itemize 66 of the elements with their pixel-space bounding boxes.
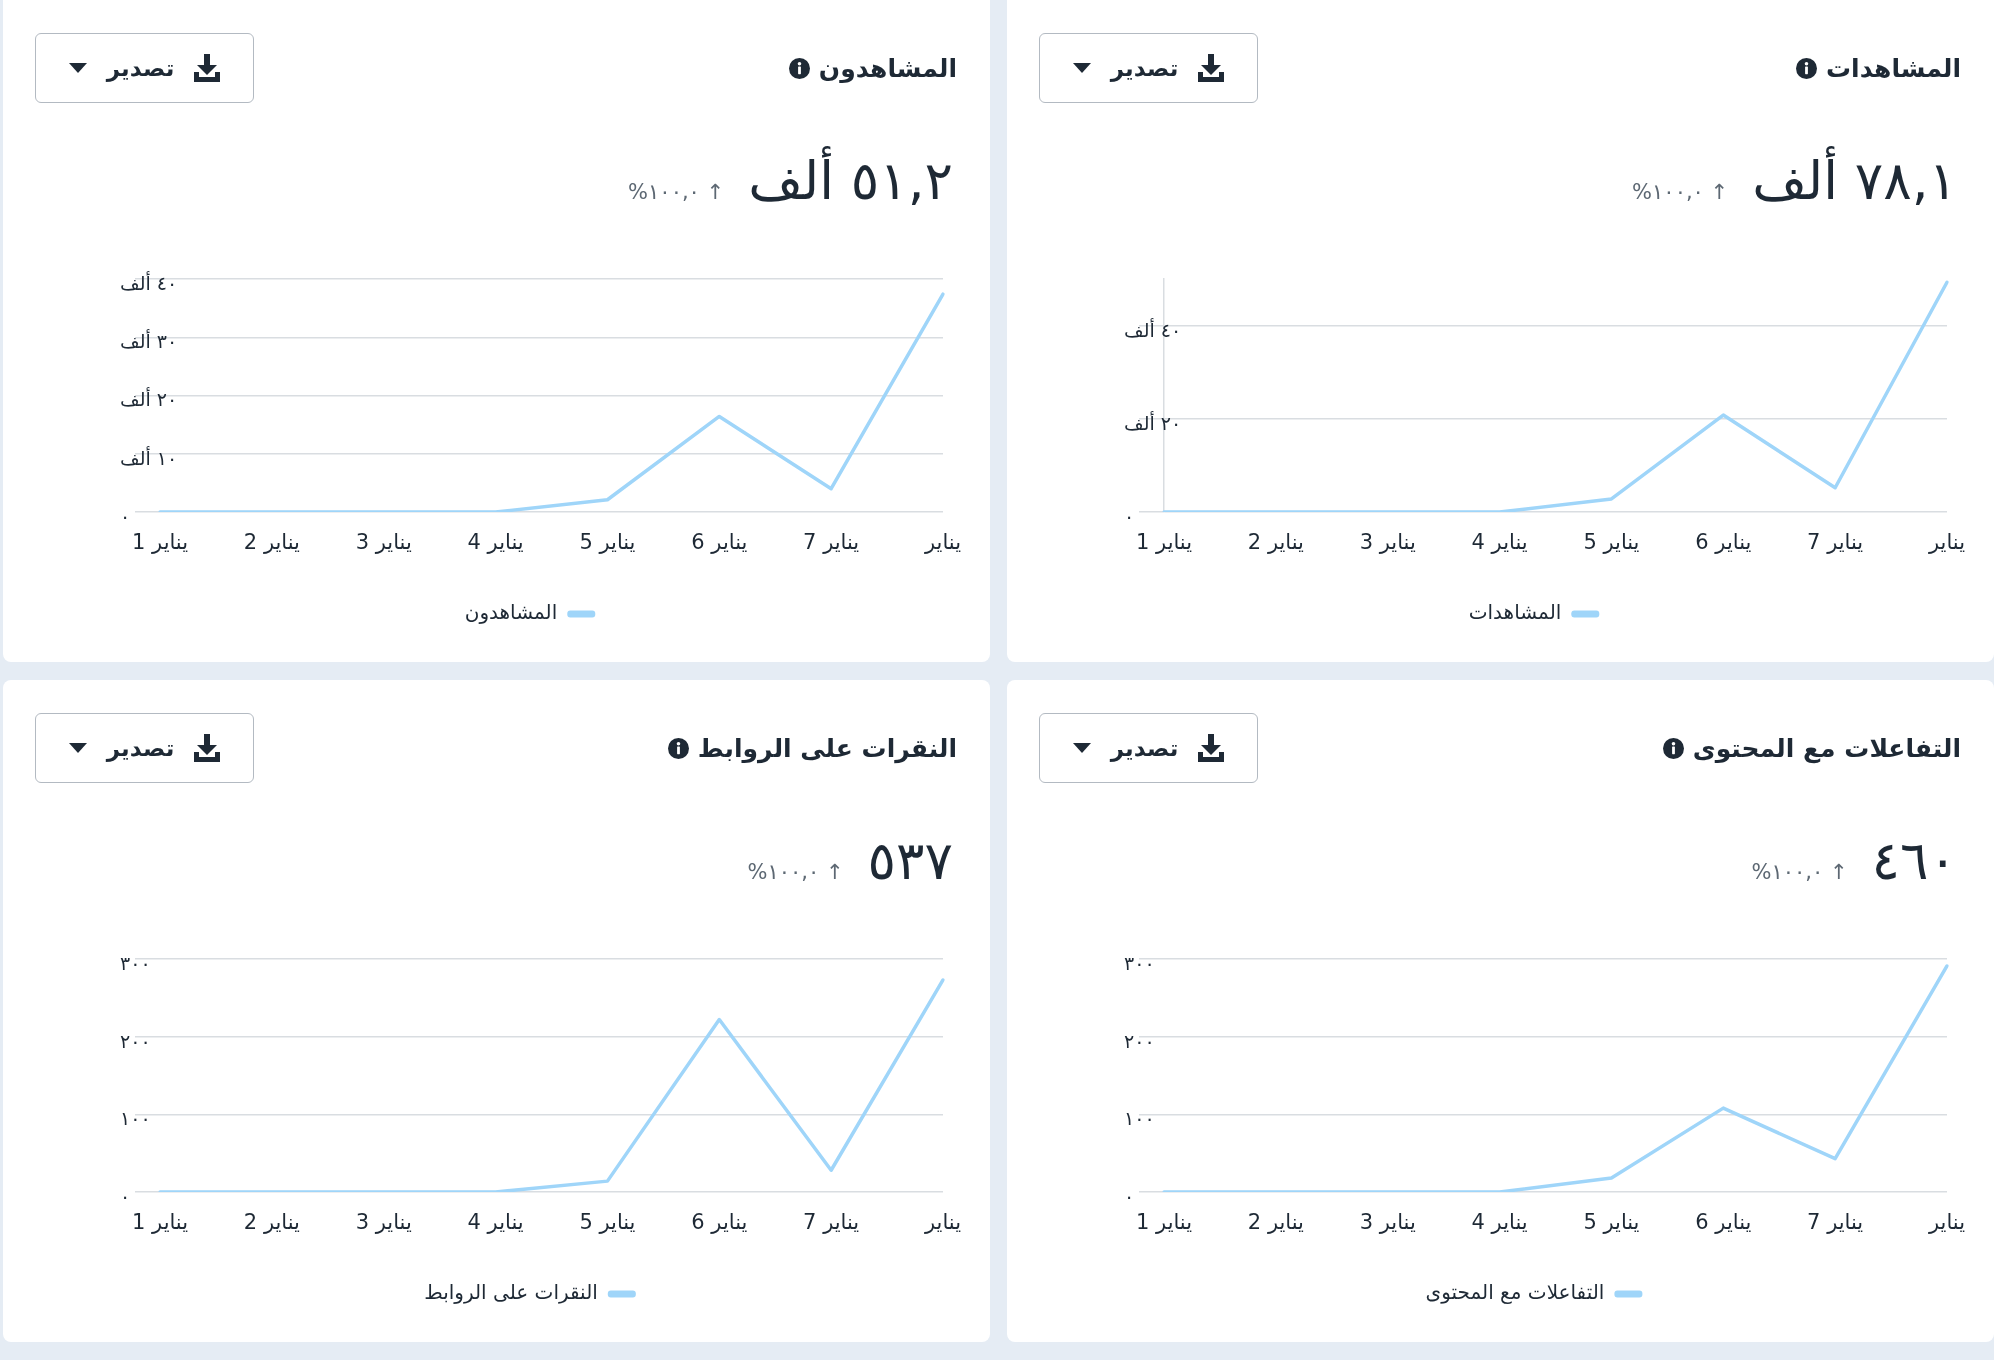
x-tick-label: 3 يناير bbox=[355, 1210, 412, 1235]
text: ↑ ١٠٠,٠% bbox=[1632, 180, 1729, 204]
x-tick-label: 6 يناير bbox=[1695, 1210, 1752, 1235]
y-tick-label: ٢٠٠ bbox=[120, 1029, 151, 1052]
x-tick-label: 1 يناير bbox=[131, 1210, 189, 1235]
x-tick-label: 4 يناير bbox=[467, 1210, 524, 1235]
x-tick-label: 5 يناير bbox=[579, 530, 636, 555]
x-tick-label: 7 يناير bbox=[803, 530, 860, 555]
x-tick-label: 2 يناير bbox=[243, 1210, 301, 1235]
y-tick-label: ٠ bbox=[120, 1184, 131, 1207]
x-tick-label: 4 يناير bbox=[1471, 530, 1528, 555]
legend-label: النقرات على الروابط bbox=[424, 1280, 598, 1305]
y-tick-label: ١٠٠ bbox=[1124, 1107, 1155, 1130]
y-tick-label: ٣٠ ألف bbox=[120, 329, 178, 353]
x-tick-label: يناير bbox=[1927, 530, 1966, 555]
y-tick-label: ١٠ ألف bbox=[120, 445, 178, 469]
chart-subtitle: ٤٦٠ bbox=[1871, 830, 1957, 891]
x-tick-label: 7 يناير bbox=[1807, 1210, 1864, 1235]
x-tick-label: 1 يناير bbox=[131, 530, 189, 555]
x-tick-label: 5 يناير bbox=[579, 1210, 636, 1235]
y-tick-label: ٣٠٠ bbox=[1124, 951, 1155, 974]
chart-title: المشاهدات bbox=[1825, 54, 1961, 83]
y-tick-label: ٠ bbox=[120, 504, 131, 527]
text: ↑ ١٠٠,٠% bbox=[747, 860, 844, 884]
dropdown-button: تصدير bbox=[1039, 33, 1258, 103]
x-tick-label: يناير bbox=[923, 530, 962, 555]
y-tick-label: ٢٠ ألف bbox=[1124, 410, 1182, 434]
x-tick-label: 4 يناير bbox=[467, 530, 524, 555]
dropdown-button: تصدير bbox=[1039, 713, 1258, 783]
dropdown-button: تصدير bbox=[35, 33, 254, 103]
x-tick-label: 3 يناير bbox=[1359, 1210, 1416, 1235]
y-tick-label: ٠ bbox=[1124, 504, 1135, 527]
text: ↑ ١٠٠,٠% bbox=[1751, 860, 1848, 884]
legend-label: المشاهدات bbox=[1468, 600, 1562, 625]
x-tick-label: 6 يناير bbox=[691, 1210, 748, 1235]
chart-title: المشاهدون bbox=[818, 54, 957, 83]
x-tick-label: 7 يناير bbox=[803, 1210, 860, 1235]
y-tick-label: ٤٠ ألف bbox=[120, 270, 178, 294]
y-tick-label: ١٠٠ bbox=[120, 1107, 151, 1130]
text: ↑ ١٠٠,٠% bbox=[628, 180, 725, 204]
x-tick-label: 3 يناير bbox=[1359, 530, 1416, 555]
y-tick-label: ٠ bbox=[1124, 1184, 1135, 1207]
x-tick-label: 5 يناير bbox=[1583, 530, 1640, 555]
dropdown-button: تصدير bbox=[35, 713, 254, 783]
x-tick-label: 6 يناير bbox=[1695, 530, 1752, 555]
legend-label: المشاهدون bbox=[464, 600, 558, 625]
chart-subtitle: ٥٣٧ bbox=[867, 830, 953, 891]
y-tick-label: ٢٠٠ bbox=[1124, 1029, 1155, 1052]
x-tick-label: يناير bbox=[1927, 1210, 1966, 1235]
x-tick-label: 1 يناير bbox=[1135, 530, 1193, 555]
x-tick-label: 7 يناير bbox=[1807, 530, 1864, 555]
x-tick-label: 3 يناير bbox=[355, 530, 412, 555]
x-tick-label: 5 يناير bbox=[1583, 1210, 1640, 1235]
y-tick-label: ٣٠٠ bbox=[120, 951, 151, 974]
legend-label: التفاعلات مع المحتوى bbox=[1425, 1280, 1605, 1305]
x-tick-label: 4 يناير bbox=[1471, 1210, 1528, 1235]
chart-title: التفاعلات مع المحتوى bbox=[1692, 734, 1961, 763]
x-tick-label: 2 يناير bbox=[1247, 1210, 1305, 1235]
y-tick-label: ٢٠ ألف bbox=[120, 387, 178, 411]
x-tick-label: يناير bbox=[923, 1210, 962, 1235]
y-tick-label: ٤٠ ألف bbox=[1124, 317, 1182, 341]
chart-title: النقرات على الروابط bbox=[697, 734, 957, 763]
x-tick-label: 1 يناير bbox=[1135, 1210, 1193, 1235]
x-tick-label: 2 يناير bbox=[243, 530, 301, 555]
x-tick-label: 2 يناير bbox=[1247, 530, 1305, 555]
x-tick-label: 6 يناير bbox=[691, 530, 748, 555]
